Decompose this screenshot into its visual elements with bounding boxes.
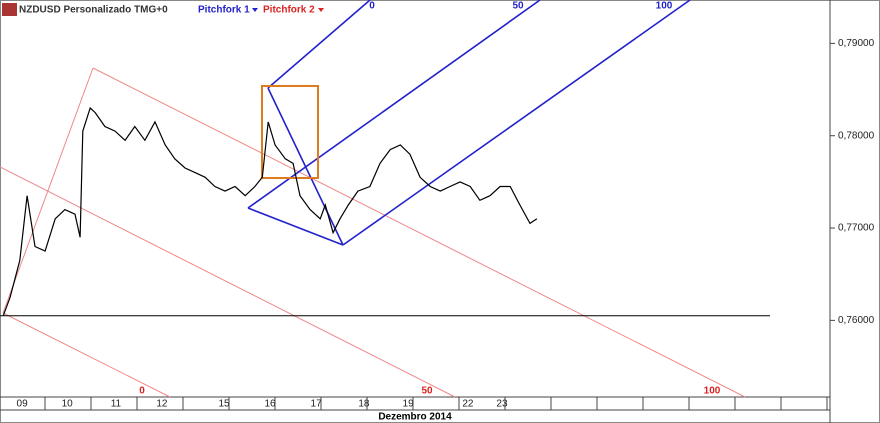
highlight-box	[261, 85, 319, 179]
x-tick-label: 23	[496, 399, 508, 410]
pitchfork-line	[247, 0, 541, 209]
pitchfork-2-drawing	[0, 67, 746, 398]
x-tick-label: 18	[358, 399, 370, 410]
x-axis-title: Dezembro 2014	[378, 412, 452, 423]
pitchfork-level-label: 50	[512, 1, 524, 12]
y-tick-label: 0,78000	[838, 130, 875, 141]
chart-title: NZDUSD Personalizado TMG+0	[19, 5, 168, 16]
pitchfork-level-label: 0	[139, 386, 145, 397]
y-tick-label: 0,79000	[838, 38, 875, 49]
x-tick-label: 10	[62, 399, 74, 410]
x-tick-label: 12	[156, 399, 168, 410]
pitchfork-level-label: 0	[369, 1, 375, 12]
pitchfork-level-label: 50	[421, 386, 433, 397]
y-tick-label: 0,76000	[838, 315, 875, 326]
x-tick-label: 09	[17, 399, 29, 410]
pitchfork-line	[267, 0, 371, 89]
x-tick-label: 16	[265, 399, 277, 410]
x-tick-label: 15	[219, 399, 231, 410]
tool-name[interactable]: Pitchfork 2	[263, 5, 315, 16]
dropdown-arrow	[252, 8, 258, 12]
pitchfork-line	[2, 312, 171, 398]
price-line	[2, 106, 538, 317]
x-tick-label: 19	[403, 399, 415, 410]
pitchfork-level-label: 100	[656, 1, 673, 12]
dropdown-arrow	[318, 8, 324, 12]
pitchfork-handle	[2, 67, 94, 314]
pitchfork-1-drawing	[247, 0, 691, 246]
x-tick-label: 22	[462, 399, 474, 410]
pitchfork-line	[342, 0, 691, 246]
pitchfork-handle	[247, 207, 344, 246]
pitchfork-line	[92, 67, 746, 398]
app-icon	[2, 3, 17, 16]
x-tick-label: 17	[311, 399, 323, 410]
pitchfork-line	[0, 166, 456, 398]
tool-name[interactable]: Pitchfork 1	[198, 5, 250, 16]
y-tick-label: 0,77000	[838, 223, 875, 234]
x-tick-label: 11	[111, 399, 122, 410]
pitchfork-level-label: 100	[704, 386, 721, 397]
